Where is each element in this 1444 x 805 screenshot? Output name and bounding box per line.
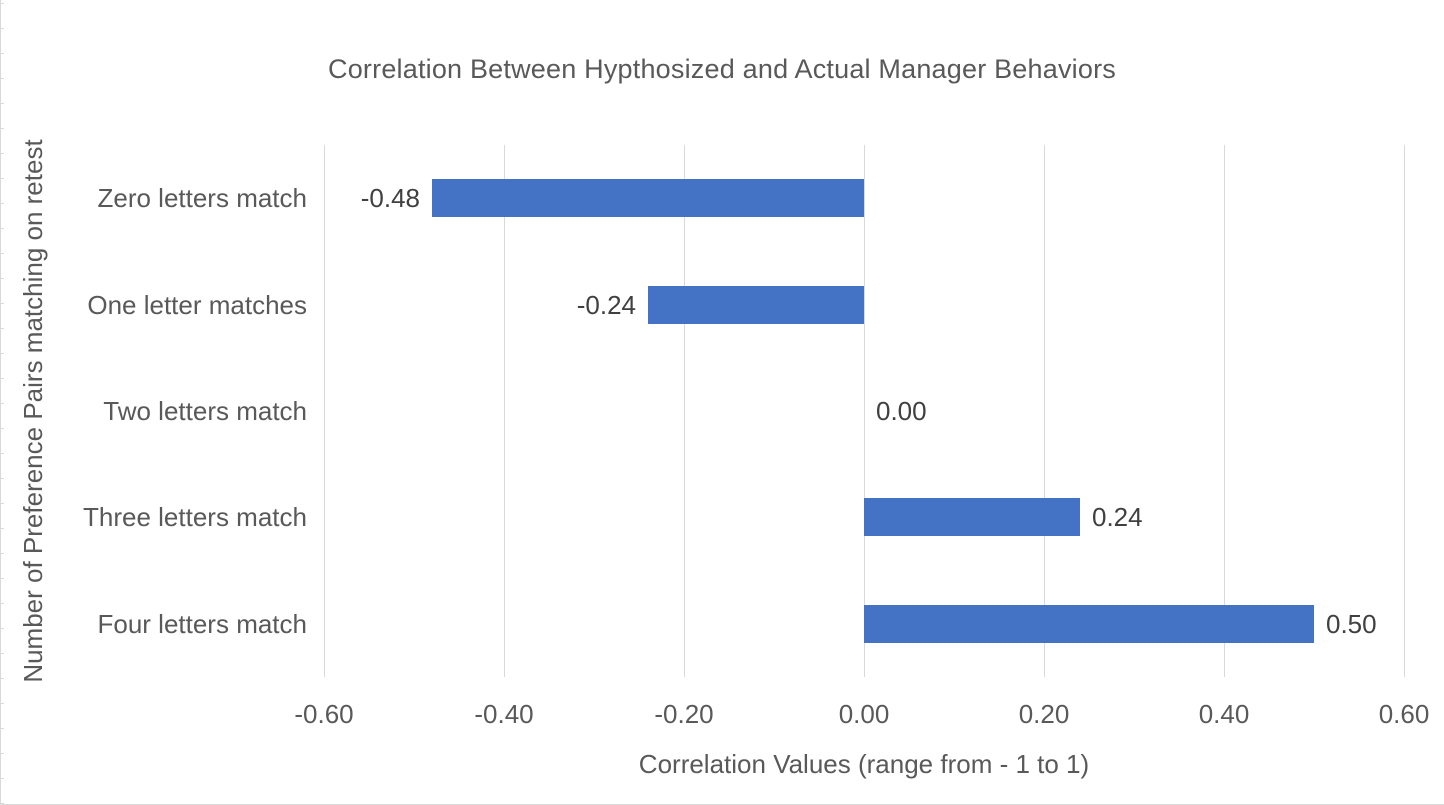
x-tick-label: 0.60 xyxy=(1378,699,1430,729)
bar xyxy=(648,285,864,324)
x-tick-label: -0.60 xyxy=(294,699,354,729)
category-label: Three letters match xyxy=(83,502,307,533)
category-label: Two letters match xyxy=(103,396,307,426)
gridline xyxy=(504,145,505,677)
bar-value-label: 0.00 xyxy=(876,396,927,426)
category-label: One letter matches xyxy=(87,289,307,320)
bar-value-label: -0.24 xyxy=(576,289,636,320)
gridline xyxy=(684,145,685,677)
x-tick-label: -0.20 xyxy=(654,699,714,729)
x-tick-label: 0.20 xyxy=(1018,699,1070,729)
gridline xyxy=(1044,145,1045,677)
bar-value-label: -0.48 xyxy=(360,183,420,214)
gridline xyxy=(864,145,865,677)
category-label: Four letters match xyxy=(97,608,307,639)
gridline xyxy=(1224,145,1225,677)
bar xyxy=(432,179,864,218)
category-label: Zero letters match xyxy=(97,183,307,214)
x-axis-title: Correlation Values (range from - 1 to 1) xyxy=(638,749,1090,779)
chart-title: Correlation Between Hypthosized and Actu… xyxy=(328,54,1116,84)
gridline xyxy=(1404,145,1405,677)
x-tick-label: 0.00 xyxy=(838,699,890,729)
bar xyxy=(864,604,1314,643)
bar xyxy=(864,498,1080,537)
bar-value-label: 0.24 xyxy=(1092,502,1143,533)
bar-value-label: 0.50 xyxy=(1326,608,1377,639)
worksheet-row-gridlines xyxy=(0,3,4,805)
x-tick-label: -0.40 xyxy=(474,699,534,729)
x-tick-label: 0.40 xyxy=(1198,699,1250,729)
plot-area: -0.48 -0.24 0.00 0.24 0.50 xyxy=(324,145,1405,677)
gridline xyxy=(324,145,325,677)
